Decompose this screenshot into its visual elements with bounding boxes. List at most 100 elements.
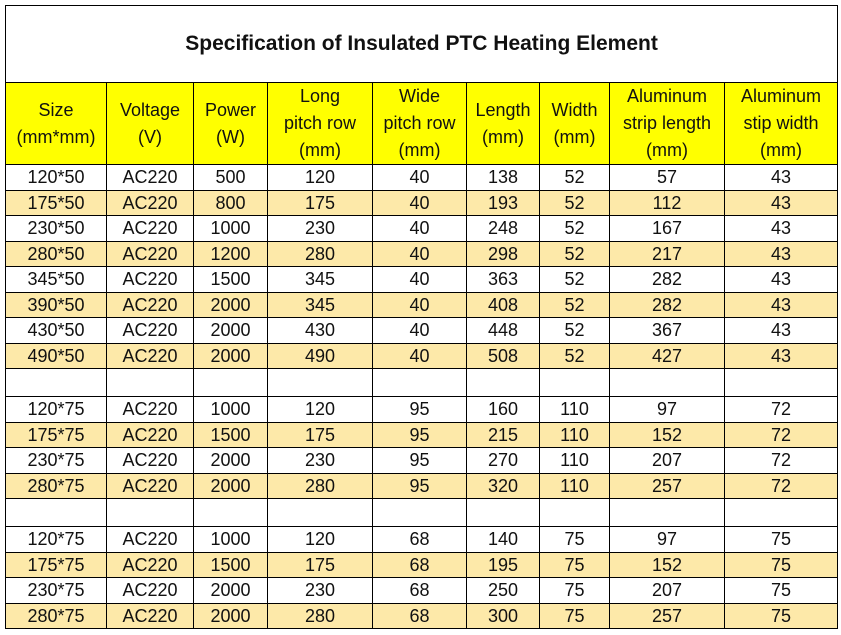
cell-size: 120*75	[5, 396, 107, 423]
cell-size: 175*75	[5, 551, 107, 578]
cell-aluminum-strip-width: 43	[723, 240, 839, 267]
cell-voltage: AC220	[106, 396, 194, 423]
cell-aluminum-strip-width: 43	[723, 291, 839, 318]
cell-size: 175*50	[5, 189, 107, 216]
cell-size: 280*50	[5, 240, 107, 267]
cell-width	[539, 498, 610, 527]
cell-aluminum-strip-length: 97	[609, 396, 725, 423]
cell-long-pitch-row: 280	[267, 240, 373, 267]
cell-size	[5, 368, 107, 397]
cell-aluminum-strip-width: 43	[723, 215, 839, 242]
table-row: 390*50 AC220 2000 345 40 408 52 282 43	[5, 291, 839, 318]
cell-aluminum-strip-width: 75	[723, 602, 839, 629]
cell-length: 138	[466, 164, 540, 191]
header-line: Aluminum	[741, 86, 822, 106]
cell-aluminum-strip-width: 43	[723, 342, 839, 369]
cell-aluminum-strip-width: 75	[723, 526, 839, 553]
cell-wide-pitch-row: 95	[372, 421, 467, 448]
cell-size: 430*50	[5, 317, 107, 344]
cell-aluminum-strip-length: 112	[609, 189, 725, 216]
cell-width: 110	[539, 421, 610, 448]
cell-aluminum-strip-width: 43	[723, 164, 839, 191]
cell-power: 1500	[193, 266, 268, 293]
cell-size: 280*75	[5, 472, 107, 499]
cell-aluminum-strip-length: 207	[609, 577, 725, 604]
cell-wide-pitch-row: 40	[372, 342, 467, 369]
column-header-width: Width (mm)	[539, 82, 610, 165]
cell-length: 215	[466, 421, 540, 448]
cell-voltage: AC220	[106, 577, 194, 604]
cell-power: 2000	[193, 472, 268, 499]
table-row: 175*75 AC220 1500 175 68 195 75 152 75	[5, 551, 839, 578]
cell-wide-pitch-row: 68	[372, 526, 467, 553]
cell-aluminum-strip-length: 167	[609, 215, 725, 242]
table-row: 280*75 AC220 2000 280 95 320 110 257 72	[5, 472, 839, 499]
cell-wide-pitch-row: 40	[372, 291, 467, 318]
cell-power: 2000	[193, 291, 268, 318]
cell-power: 500	[193, 164, 268, 191]
header-line: (V)	[138, 126, 162, 147]
cell-aluminum-strip-width: 43	[723, 189, 839, 216]
cell-length: 270	[466, 447, 540, 474]
table-row: 120*50 AC220 500 120 40 138 52 57 43	[5, 164, 839, 191]
cell-wide-pitch-row: 95	[372, 472, 467, 499]
cell-wide-pitch-row: 40	[372, 189, 467, 216]
table-row: 490*50 AC220 2000 490 40 508 52 427 43	[5, 342, 839, 369]
header-line: Wide	[398, 86, 440, 106]
cell-size: 175*75	[5, 421, 107, 448]
cell-long-pitch-row: 230	[267, 215, 373, 242]
cell-long-pitch-row: 345	[267, 291, 373, 318]
cell-width	[539, 368, 610, 397]
cell-long-pitch-row: 230	[267, 447, 373, 474]
header-row: Size (mm*mm) Voltage (V) Power (W) Long pitch r…	[5, 82, 839, 165]
table-row: 120*75 AC220 1000 120 95 160 110 97 72	[5, 396, 839, 423]
header-line: Width	[551, 99, 598, 120]
header-line: Voltage	[119, 99, 181, 120]
table-row: 230*75 AC220 2000 230 68 250 75 207 75	[5, 577, 839, 604]
cell-wide-pitch-row: 40	[372, 240, 467, 267]
header-line: Power	[204, 99, 257, 120]
spacer-row	[5, 498, 839, 527]
cell-power	[193, 498, 268, 527]
header-line: (mm)	[553, 126, 596, 147]
header-line: (mm)	[646, 140, 688, 160]
cell-width: 75	[539, 602, 610, 629]
cell-length: 160	[466, 396, 540, 423]
cell-width: 110	[539, 472, 610, 499]
header-line: pitch row	[283, 113, 357, 133]
cell-voltage	[106, 498, 194, 527]
cell-size: 390*50	[5, 291, 107, 318]
cell-long-pitch-row: 120	[267, 526, 373, 553]
cell-long-pitch-row: 175	[267, 551, 373, 578]
cell-power: 2000	[193, 317, 268, 344]
cell-size	[5, 498, 107, 527]
cell-long-pitch-row: 280	[267, 602, 373, 629]
cell-aluminum-strip-width: 72	[723, 447, 839, 474]
cell-size: 120*75	[5, 526, 107, 553]
column-header-power: Power (W)	[193, 82, 268, 165]
column-header-long-pitch-row: Long pitch row (mm)	[267, 82, 373, 165]
cell-width: 52	[539, 266, 610, 293]
cell-size: 230*75	[5, 577, 107, 604]
cell-aluminum-strip-width	[723, 368, 839, 397]
cell-length	[466, 368, 540, 397]
cell-voltage: AC220	[106, 317, 194, 344]
cell-size: 280*75	[5, 602, 107, 629]
cell-width: 110	[539, 447, 610, 474]
cell-length: 193	[466, 189, 540, 216]
cell-power: 800	[193, 189, 268, 216]
cell-width: 52	[539, 317, 610, 344]
cell-long-pitch-row: 345	[267, 266, 373, 293]
header-line: strip length	[622, 113, 712, 133]
cell-aluminum-strip-length: 282	[609, 291, 725, 318]
cell-voltage: AC220	[106, 164, 194, 191]
cell-long-pitch-row	[267, 368, 373, 397]
cell-aluminum-strip-length: 57	[609, 164, 725, 191]
cell-power: 1500	[193, 551, 268, 578]
header-line: Size	[38, 99, 74, 120]
cell-length: 298	[466, 240, 540, 267]
cell-aluminum-strip-width	[723, 498, 839, 527]
cell-voltage: AC220	[106, 602, 194, 629]
cell-long-pitch-row: 120	[267, 164, 373, 191]
cell-size: 230*75	[5, 447, 107, 474]
